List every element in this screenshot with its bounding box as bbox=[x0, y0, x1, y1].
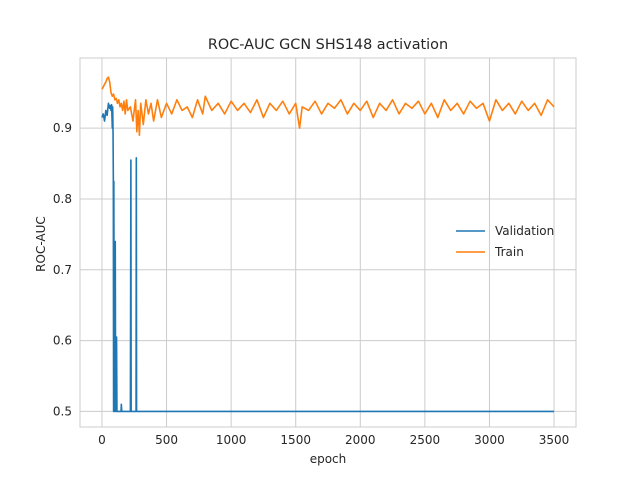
y-tick-label: 0.5 bbox=[53, 404, 72, 418]
series-layer bbox=[101, 76, 555, 413]
x-tick-label: 2500 bbox=[410, 433, 441, 447]
series-line-train bbox=[101, 76, 555, 136]
x-tick-labels: 0 500 1000 1500 2000 2500 3000 3500 bbox=[98, 433, 569, 447]
y-tick-labels: 0.5 0.6 0.7 0.8 0.9 bbox=[53, 121, 72, 418]
y-axis-label: ROC-AUC bbox=[34, 216, 48, 272]
x-tick-label: 2000 bbox=[345, 433, 376, 447]
y-tick-label: 0.8 bbox=[53, 192, 72, 206]
y-tick-label: 0.6 bbox=[53, 334, 72, 348]
x-tick-label: 1500 bbox=[280, 433, 311, 447]
legend: Validation Train bbox=[456, 224, 554, 259]
x-tick-label: 0 bbox=[98, 433, 106, 447]
chart-title: ROC-AUC GCN SHS148 activation bbox=[208, 37, 448, 53]
x-tick-label: 3000 bbox=[474, 433, 505, 447]
legend-label-train: Train bbox=[494, 245, 524, 259]
y-tick-label: 0.9 bbox=[53, 121, 72, 135]
legend-label-validation: Validation bbox=[495, 224, 554, 238]
x-axis-label: epoch bbox=[310, 452, 347, 466]
plot-frame bbox=[79, 57, 577, 428]
grid-lines bbox=[80, 58, 576, 427]
x-tick-label: 1000 bbox=[216, 433, 247, 447]
y-tick-label: 0.7 bbox=[53, 263, 72, 277]
x-tick-label: 500 bbox=[155, 433, 178, 447]
plot-area bbox=[80, 58, 576, 427]
x-tick-label: 3500 bbox=[539, 433, 570, 447]
series-line-validation bbox=[101, 102, 555, 413]
